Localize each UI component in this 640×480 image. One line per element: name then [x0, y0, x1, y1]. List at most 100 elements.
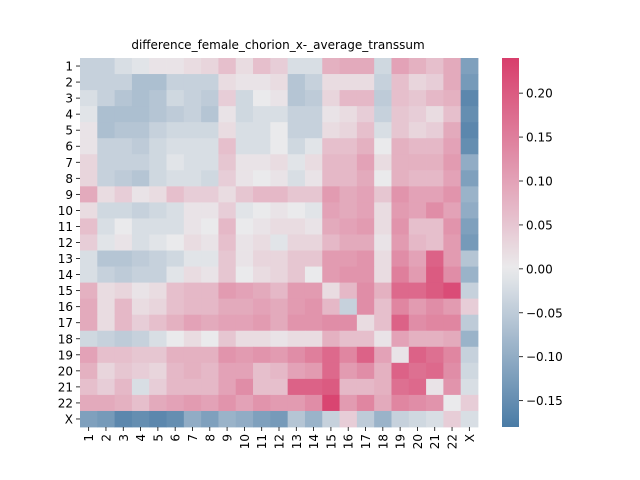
y-tick-label: 5 [65, 124, 73, 138]
heatmap-cell [339, 138, 358, 155]
heatmap-cell [235, 106, 254, 123]
heatmap-cell [80, 218, 98, 235]
heatmap-cell [374, 282, 392, 300]
heatmap-cell [460, 58, 479, 75]
heatmap-cell [408, 58, 427, 75]
heatmap-cell [356, 90, 375, 107]
heatmap-cell [253, 298, 271, 316]
heatmap-cell [339, 90, 358, 107]
heatmap-cell [114, 394, 133, 412]
heatmap-cell [114, 170, 133, 187]
heatmap-cell [374, 202, 392, 219]
heatmap-cell [304, 90, 323, 107]
y-tick-label: 4 [65, 108, 73, 122]
heatmap-cell [218, 378, 237, 396]
heatmap-cell [218, 106, 237, 123]
heatmap-cell [218, 170, 237, 187]
heatmap-cell [131, 346, 150, 364]
heatmap-cell [374, 90, 392, 107]
heatmap-cell [218, 90, 237, 107]
heatmap-cell [287, 154, 306, 171]
heatmap-cell [201, 202, 219, 219]
heatmap-cell [304, 250, 323, 267]
heatmap-cell [97, 154, 115, 171]
heatmap-cell [235, 330, 254, 348]
heatmap-cell [391, 378, 410, 396]
heatmap-cell [183, 90, 202, 107]
heatmap-cell [356, 346, 375, 364]
heatmap-cell [356, 218, 375, 235]
heatmap-cell [131, 154, 150, 171]
heatmap-cell [183, 394, 202, 412]
y-tick-label: 6 [65, 140, 73, 154]
heatmap-cell [253, 234, 271, 251]
y-tick-label: 21 [58, 380, 73, 394]
heatmap-cell [356, 74, 375, 91]
heatmap-cell [322, 58, 340, 75]
heatmap-cell [270, 170, 289, 187]
heatmap-cell [356, 186, 375, 203]
heatmap-cell [97, 90, 115, 107]
heatmap-cell [356, 314, 375, 332]
heatmap-cell [183, 362, 202, 380]
heatmap-cell [287, 170, 306, 187]
heatmap-cell [322, 410, 340, 428]
heatmap-cell [443, 202, 462, 219]
y-tick-label: 20 [58, 364, 73, 378]
heatmap-cell [253, 138, 271, 155]
heatmap-cell [426, 90, 444, 107]
heatmap-cell [270, 106, 289, 123]
heatmap-cell [408, 154, 427, 171]
y-tick-label: 17 [58, 316, 73, 330]
heatmap-cell [287, 218, 306, 235]
colorbar-tick-label: 0.05 [526, 218, 553, 232]
heatmap-cell [322, 234, 340, 251]
x-tick-label: 12 [273, 434, 287, 449]
heatmap-cell [304, 346, 323, 364]
heatmap-cell [97, 362, 115, 380]
heatmap-cell [304, 314, 323, 332]
heatmap-cell [322, 266, 340, 284]
heatmap-cell [304, 362, 323, 380]
heatmap-cell [149, 74, 167, 91]
heatmap-cell [270, 250, 289, 267]
heatmap-cell [460, 362, 479, 380]
heatmap-cell [131, 250, 150, 267]
heatmap-cell [114, 218, 133, 235]
heatmap-cell [235, 170, 254, 187]
heatmap-cell [183, 122, 202, 139]
heatmap-cell [201, 410, 219, 428]
heatmap-cell [287, 266, 306, 284]
heatmap-cell [166, 122, 185, 139]
heatmap-cell [218, 58, 237, 75]
heatmap-cell [339, 266, 358, 284]
heatmap-cell [322, 186, 340, 203]
heatmap-cell [304, 266, 323, 284]
heatmap-cell [97, 378, 115, 396]
heatmap-cell [339, 410, 358, 428]
heatmap-cell [131, 314, 150, 332]
heatmap-cell [235, 346, 254, 364]
heatmap-cell [339, 74, 358, 91]
heatmap-cell [270, 346, 289, 364]
heatmap-cell [80, 74, 98, 91]
heatmap-cell [149, 378, 167, 396]
heatmap-cell [426, 74, 444, 91]
heatmap-cell [218, 346, 237, 364]
heatmap-cell [201, 266, 219, 284]
heatmap-cell [339, 58, 358, 75]
heatmap-cell [391, 298, 410, 316]
heatmap-cell [218, 186, 237, 203]
heatmap-cell [356, 138, 375, 155]
heatmap-cell [408, 394, 427, 412]
heatmap-cell [201, 298, 219, 316]
x-tick-label: 22 [446, 434, 460, 449]
heatmap-cell [218, 122, 237, 139]
heatmap-cell [408, 266, 427, 284]
heatmap-cell [304, 74, 323, 91]
heatmap-cell [114, 410, 133, 428]
heatmap-cell [131, 234, 150, 251]
heatmap-cell [131, 266, 150, 284]
heatmap-cell [149, 282, 167, 300]
heatmap-cell [80, 250, 98, 267]
